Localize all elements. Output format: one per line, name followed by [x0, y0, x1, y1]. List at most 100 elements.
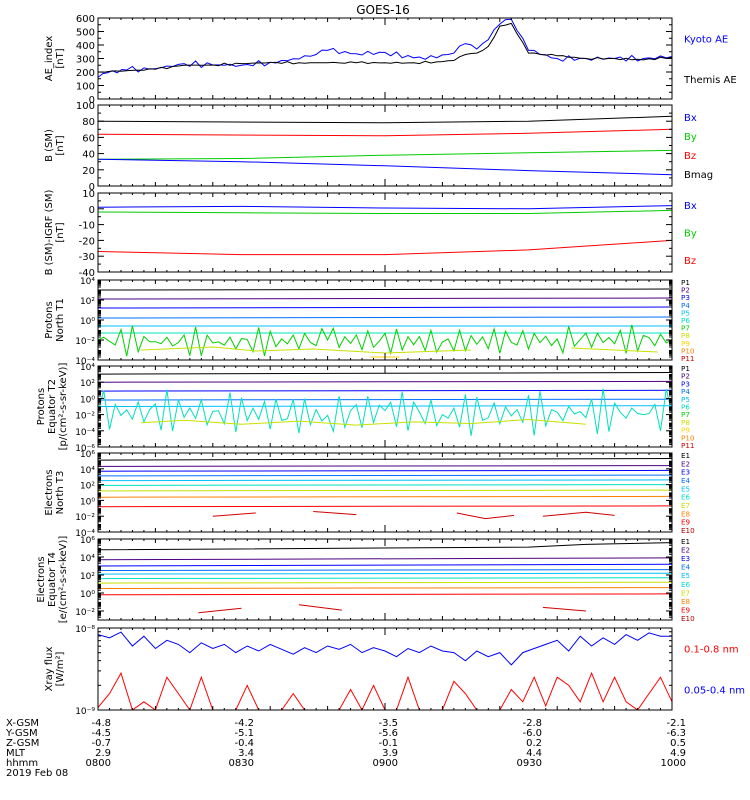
- series-e10c: [456, 512, 515, 520]
- footer-row-label: MLT: [6, 748, 26, 759]
- legend-e3: E3: [681, 554, 690, 563]
- y-axis-label: Equator T2: [47, 379, 58, 434]
- panel-3: -40 -30 -20 -10 0 10 B (SM)-IGRF (SM) [nT] Bx By B…: [44, 189, 697, 279]
- series-e10b: [313, 511, 357, 516]
- footer-value: 0900: [373, 758, 398, 769]
- y-axis-label: Protons: [44, 301, 55, 338]
- footer-value: 2.9: [95, 748, 111, 759]
- series-by: [98, 209, 672, 214]
- footer-value: 0830: [229, 758, 254, 769]
- legend-bz: Bz: [684, 151, 696, 162]
- series-themis-ae: [98, 22, 672, 73]
- legend-p6: P6: [681, 316, 690, 325]
- y-tick-label: 10²: [80, 379, 95, 389]
- footer-value: 0800: [86, 758, 111, 769]
- y-tick-label: 600: [76, 14, 95, 25]
- series-e6: [98, 484, 672, 486]
- footer-value: -4.5: [91, 728, 111, 739]
- footer-value: 4.9: [670, 748, 686, 759]
- y-tick-label: 10⁶: [80, 536, 95, 546]
- y-tick-label: 10⁻⁹: [75, 707, 95, 717]
- series-e1: [98, 542, 672, 551]
- series-e3: [98, 469, 672, 472]
- y-tick-label: 10⁰: [80, 590, 95, 600]
- y-tick-label: 0: [89, 95, 95, 106]
- legend-p7: P7: [681, 410, 690, 419]
- footer-row-label: hhmm: [6, 758, 38, 769]
- legend-e8: E8: [681, 597, 691, 606]
- legend-p2: P2: [681, 372, 690, 381]
- series-e9: [98, 505, 672, 508]
- series-e10c: [542, 606, 586, 612]
- legend-p5: P5: [681, 395, 690, 404]
- y-axis-label: [W/m²]: [55, 651, 66, 686]
- legend-p7: P7: [681, 324, 690, 333]
- y-axis-label: Equator T4: [47, 552, 58, 607]
- series-p1: [98, 372, 672, 375]
- series-e10d: [542, 511, 615, 517]
- legend-p1: P1: [681, 364, 690, 373]
- footer-row-label: Z-GSM: [6, 738, 39, 749]
- y-tick-label: 10⁻⁴: [75, 357, 95, 367]
- legend-p11: P11: [681, 354, 694, 363]
- panel-2-frame: [97, 104, 673, 187]
- legend-e2: E2: [681, 459, 690, 468]
- y-tick-label: 10⁴: [80, 554, 95, 564]
- series-p7: [141, 418, 586, 426]
- y-tick-label: 10⁻²: [75, 513, 95, 523]
- footer-value: -6.3: [666, 728, 686, 739]
- legend-p10: P10: [681, 433, 695, 442]
- y-tick-label: 200: [76, 68, 95, 79]
- footer-value: -5.1: [234, 728, 254, 739]
- series-e5: [98, 572, 672, 575]
- series-e2: [98, 557, 672, 561]
- panel-8: 10⁻⁹ 10⁻⁸ Xray flux [W/m²] 0.1-0.8 nm 0.05-0.…: [44, 625, 745, 717]
- series-e10a: [212, 512, 256, 517]
- panel-3-frame: [97, 192, 673, 273]
- y-axis-label: Xray flux: [44, 647, 55, 692]
- y-tick-label: -10: [79, 221, 95, 232]
- series-e3: [98, 563, 672, 567]
- y-tick-label: 80: [82, 117, 95, 128]
- legend-p3: P3: [681, 379, 690, 388]
- y-axis-label: Protons: [36, 388, 47, 425]
- series-p1: [98, 288, 672, 291]
- legend-e6: E6: [681, 580, 691, 589]
- y-tick-label: 10⁰: [80, 497, 95, 507]
- y-tick-label: 10⁻⁸: [75, 625, 95, 635]
- plot-title: GOES-16: [356, 3, 410, 17]
- legend-e4: E4: [681, 476, 691, 485]
- y-tick-label: -20: [79, 236, 95, 247]
- series-e6: [98, 577, 672, 580]
- legend-p8: P8: [681, 331, 690, 340]
- y-tick-label: 10⁻⁴: [75, 529, 95, 539]
- y-tick-label: 10⁴: [80, 466, 95, 476]
- y-tick-label: 10⁴: [80, 363, 95, 373]
- legend-bmag: Bmag: [684, 170, 713, 181]
- y-tick-label: 0: [89, 205, 95, 216]
- footer-value: -2.8: [522, 718, 542, 729]
- legend-e1: E1: [681, 451, 690, 460]
- y-axis-label: B (SM): [44, 129, 55, 162]
- footer-value: 3.9: [382, 748, 398, 759]
- legend-0-1-0-8-nm: 0.1-0.8 nm: [684, 645, 739, 656]
- footer-value: 3.4: [238, 748, 254, 759]
- y-tick-label: 10⁻²: [75, 608, 95, 618]
- panel-1: 0 100 200 300 400 500 600 AE_index [nT] Kyoto AE T…: [44, 14, 737, 106]
- legend-e10: E10: [681, 526, 695, 535]
- panel-6-series: [98, 458, 672, 520]
- legend-themis-ae: Themis AE: [683, 75, 737, 86]
- legend-e5: E5: [681, 571, 690, 580]
- y-axis-label: [nT]: [55, 48, 66, 68]
- legend-p3: P3: [681, 293, 690, 302]
- legend-e2: E2: [681, 546, 690, 555]
- footer-value: 0.2: [526, 738, 542, 749]
- series-e5: [98, 479, 672, 482]
- legend-e7: E7: [681, 501, 690, 510]
- y-axis-label: [nT]: [55, 135, 66, 155]
- series-p2: [98, 297, 672, 300]
- series-0-1-0-8-nm: [98, 671, 672, 710]
- series-by: [98, 149, 672, 160]
